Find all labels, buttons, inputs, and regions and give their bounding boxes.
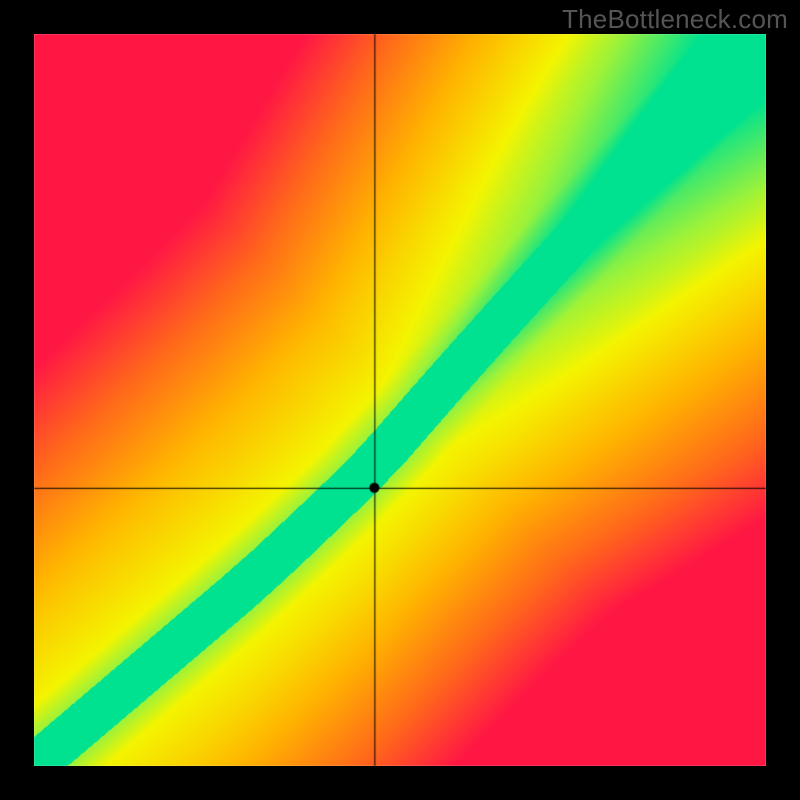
watermark-text: TheBottleneck.com [562, 4, 788, 35]
chart-frame: TheBottleneck.com [0, 0, 800, 800]
heatmap-canvas [0, 0, 800, 800]
